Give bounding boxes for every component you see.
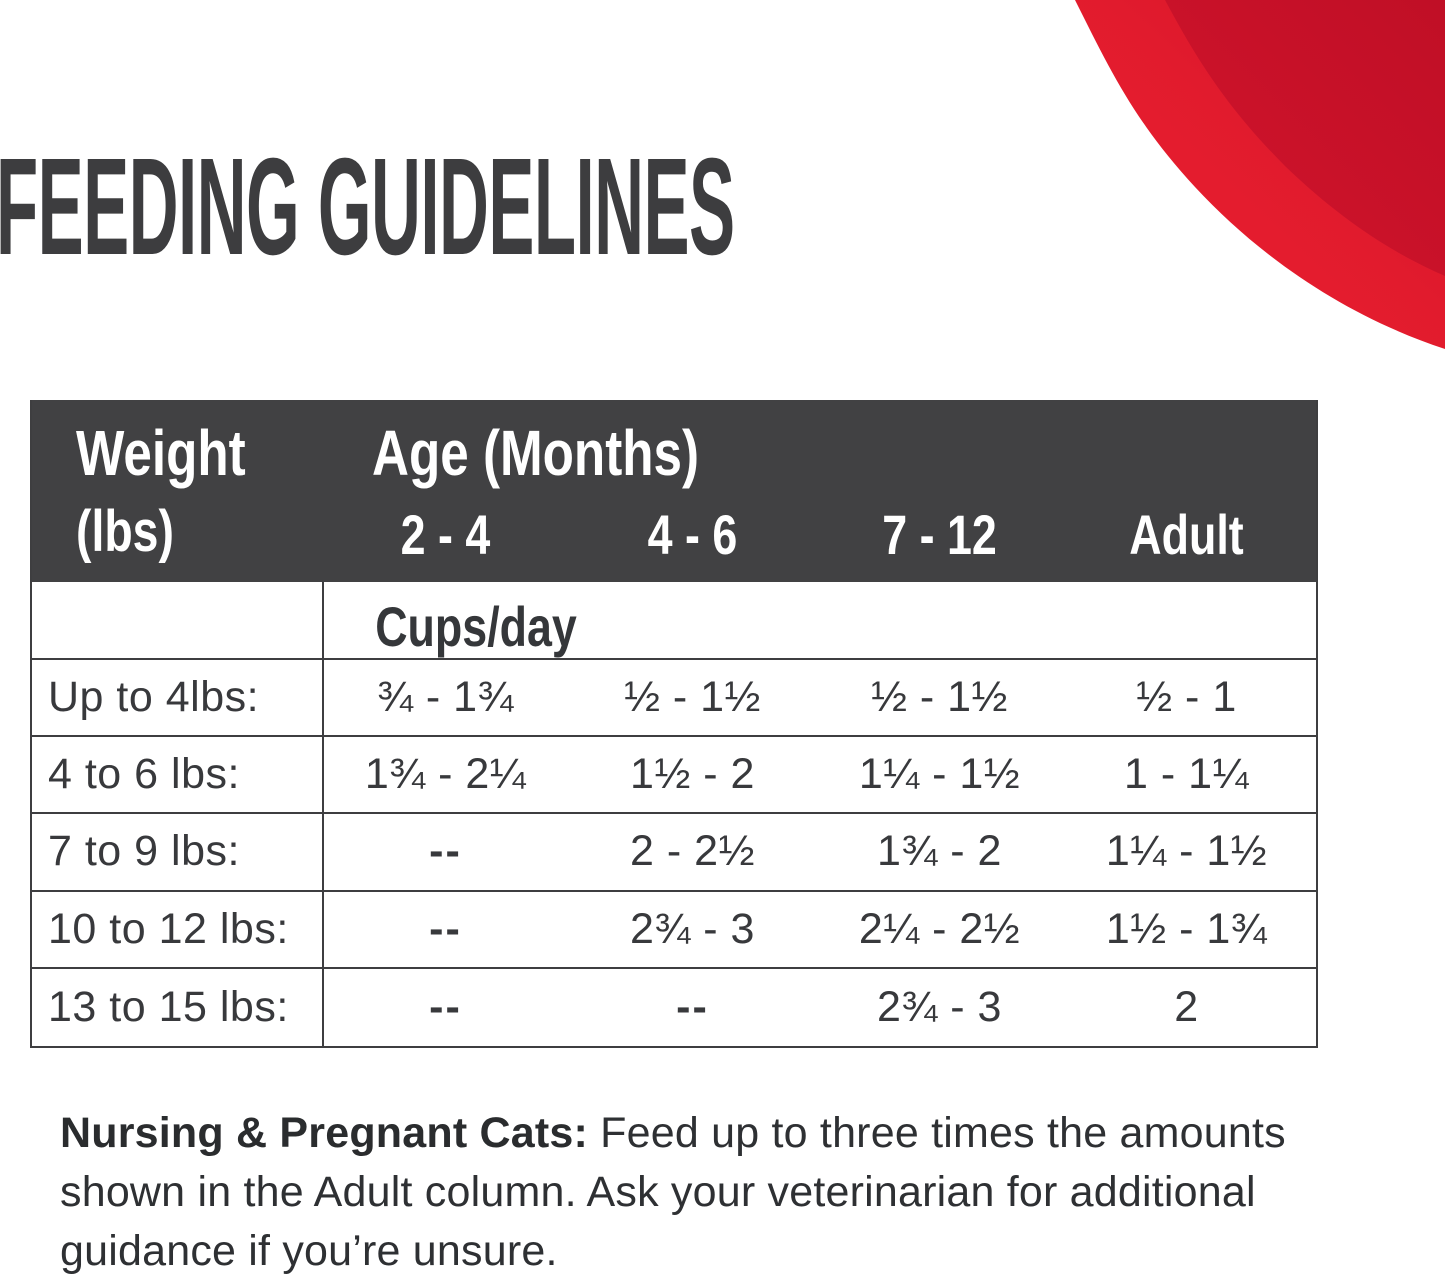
header-weight-unit: (lbs) bbox=[76, 499, 174, 564]
red-swoosh-graphic bbox=[1075, 0, 1445, 349]
header-weight: Weight bbox=[76, 417, 246, 489]
column-divider bbox=[322, 582, 324, 1046]
note-lead: Nursing & Pregnant Cats: bbox=[60, 1109, 589, 1157]
units-label: Cups/day bbox=[375, 595, 577, 658]
nursing-pregnant-note: Nursing & Pregnant Cats: Feed up to thre… bbox=[60, 1104, 1375, 1281]
row-label: Up to 4lbs: bbox=[48, 673, 260, 722]
cell-value: 1¾ - 2¼ bbox=[364, 750, 527, 799]
table-row: Up to 4lbs: ¾ - 1¾ ½ - 1½ ½ - 1½ ½ - 1 bbox=[32, 660, 1316, 738]
cell-value: -- bbox=[429, 982, 462, 1031]
cell-value: -- bbox=[429, 827, 462, 876]
header-age-months: Age (Months) bbox=[372, 417, 700, 489]
table-row: 4 to 6 lbs: 1¾ - 2¼ 1½ - 2 1¼ - 1½ 1 - 1… bbox=[32, 737, 1316, 815]
cell-value: -- bbox=[429, 904, 462, 953]
cell-value: 2¾ - 3 bbox=[630, 904, 755, 953]
cell-value: 2 - 2½ bbox=[630, 827, 755, 876]
cell-value: 1 - 1¼ bbox=[1124, 750, 1249, 799]
table-header: Weight (lbs) Age (Months) 2 - 4 4 - 6 7 … bbox=[32, 400, 1316, 582]
units-row: Cups/day bbox=[32, 582, 1316, 660]
cell-value: ½ - 1 bbox=[1136, 673, 1237, 722]
cell-value: -- bbox=[676, 982, 709, 1031]
row-label: 10 to 12 lbs: bbox=[48, 904, 289, 953]
header-age-4-6: 4 - 6 bbox=[647, 503, 738, 566]
cell-value: 1¾ - 2 bbox=[877, 827, 1002, 876]
table-row: 10 to 12 lbs: -- 2¾ - 3 2¼ - 2½ 1½ - 1¾ bbox=[32, 892, 1316, 969]
header-age-2-4: 2 - 4 bbox=[400, 503, 491, 566]
cell-value: ½ - 1½ bbox=[624, 673, 761, 722]
row-label: 7 to 9 lbs: bbox=[48, 827, 240, 876]
cell-value: 1¼ - 1½ bbox=[1105, 827, 1268, 876]
cell-value: 1½ - 2 bbox=[630, 750, 755, 799]
cell-value: 2¾ - 3 bbox=[877, 982, 1002, 1031]
cell-value: 1½ - 1¾ bbox=[1105, 904, 1268, 953]
cell-value: ¾ - 1¾ bbox=[377, 673, 514, 722]
table-row: 13 to 15 lbs: -- -- 2¾ - 3 2 bbox=[32, 969, 1316, 1046]
cell-value: ½ - 1½ bbox=[871, 673, 1008, 722]
cell-value: 2 bbox=[1174, 982, 1199, 1031]
page-title: FEEDING GUIDELINES bbox=[0, 130, 735, 284]
cell-value: 2¼ - 2½ bbox=[858, 904, 1021, 953]
header-age-adult: Adult bbox=[1129, 503, 1244, 566]
row-label: 13 to 15 lbs: bbox=[48, 982, 289, 1031]
table-row: 7 to 9 lbs: -- 2 - 2½ 1¾ - 2 1¼ - 1½ bbox=[32, 814, 1316, 892]
row-label: 4 to 6 lbs: bbox=[48, 750, 240, 799]
header-age-7-12: 7 - 12 bbox=[882, 503, 997, 566]
cell-value: 1¼ - 1½ bbox=[858, 750, 1021, 799]
feeding-guidelines-table: Weight (lbs) Age (Months) 2 - 4 4 - 6 7 … bbox=[30, 400, 1318, 1048]
